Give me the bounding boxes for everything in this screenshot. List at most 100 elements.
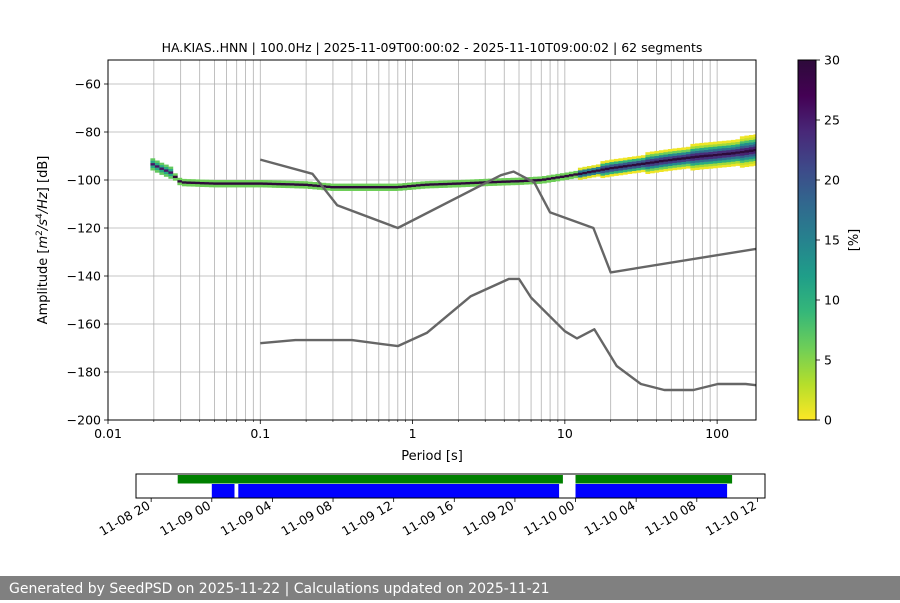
heatmap-cell (636, 163, 642, 166)
heatmap-cell (348, 186, 354, 189)
heatmap-cell (690, 143, 696, 147)
heatmap-cell (730, 149, 736, 153)
footer-bar: Generated by SeedPSD on 2025-11-22 | Cal… (0, 576, 900, 600)
heatmap-cell (487, 183, 493, 186)
heatmap-cell (159, 167, 165, 171)
heatmap-cell (730, 156, 736, 160)
heatmap-cell (492, 183, 498, 186)
timeline-tick-label: 11-08 20 (96, 498, 152, 539)
heatmap-cell (604, 174, 610, 178)
heatmap-cell (703, 149, 709, 153)
heatmap-cell (253, 182, 259, 185)
heatmap-cell (415, 184, 421, 187)
heatmap-cell (739, 153, 745, 156)
x-tick-label: 10 (557, 426, 573, 441)
heatmap-cell (730, 139, 736, 143)
heatmap-cell (240, 180, 246, 183)
heatmap-cell (708, 156, 714, 160)
heatmap-cell (690, 160, 696, 164)
heatmap-cell (649, 158, 655, 162)
heatmap-cell (244, 184, 250, 188)
heatmap-cell (667, 163, 673, 166)
heatmap-cell (208, 184, 214, 188)
heatmap-cell (748, 151, 754, 155)
heatmap-cell (600, 165, 606, 169)
heatmap-cell (402, 183, 408, 186)
heatmap-cell (411, 182, 417, 185)
heatmap-cell (667, 153, 673, 157)
heatmap-cell (343, 188, 349, 191)
heatmap-cell (217, 180, 223, 183)
heatmap-cell (267, 182, 273, 186)
heatmap-cell (708, 151, 714, 155)
heatmap-cell (600, 161, 606, 164)
heatmap-cell (253, 180, 259, 183)
heatmap-cell (645, 157, 651, 160)
heatmap-cell (627, 161, 633, 165)
heatmap-cell (352, 183, 358, 187)
heatmap-cell (663, 159, 669, 162)
timeline-tick-label: 11-09 04 (218, 498, 274, 539)
heatmap-cell (726, 154, 732, 158)
heatmap-cell (726, 159, 732, 163)
heatmap-cell (712, 144, 718, 147)
heatmap-cell (595, 169, 601, 172)
heatmap-cell (744, 147, 750, 151)
heatmap-cell (163, 174, 169, 177)
heatmap-cell (622, 169, 628, 173)
heatmap-cell (217, 182, 223, 185)
y-axis-ticks: −60 −80 −100 −120 −140 −160 −180 −200 (67, 77, 108, 428)
heatmap-cell (321, 182, 327, 186)
heatmap-cell (181, 178, 187, 182)
heatmap-cell (388, 183, 394, 187)
heatmap-cell (690, 158, 696, 161)
y-tick-label: −200 (67, 413, 101, 428)
footer-text: Generated by SeedPSD on 2025-11-22 | Cal… (9, 581, 550, 597)
psd-heatmap (150, 134, 756, 191)
heatmap-cell (703, 147, 709, 150)
heatmap-cell (708, 154, 714, 157)
heatmap-cell (627, 171, 633, 174)
heatmap-cell (519, 179, 525, 183)
heatmap-cell (226, 180, 232, 183)
heatmap-cell (681, 161, 687, 165)
heatmap-cell (546, 177, 552, 181)
heatmap-cell (748, 137, 754, 140)
heatmap-cell (357, 186, 363, 189)
heatmap-cell (685, 163, 691, 167)
heatmap-cell (703, 164, 709, 167)
heatmap-cell (712, 158, 718, 162)
heatmap-cell (510, 182, 516, 186)
heatmap-cell (748, 144, 754, 148)
heatmap-cell (258, 182, 264, 185)
heatmap-cell (631, 166, 637, 169)
heatmap-cell (469, 181, 475, 185)
heatmap-cell (181, 183, 187, 187)
heatmap-cell (595, 166, 601, 170)
heatmap-cell (550, 179, 556, 182)
heatmap-cell (514, 177, 520, 181)
heatmap-cell (658, 167, 664, 170)
heatmap-cell (694, 160, 700, 163)
heatmap-cell (379, 188, 385, 191)
heatmap-cell (721, 140, 727, 144)
heatmap-cell (631, 163, 637, 167)
heatmap-cell (712, 160, 718, 164)
heatmap-cell (226, 184, 232, 188)
heatmap-cell (703, 152, 709, 155)
heatmap-cell (735, 146, 741, 150)
heatmap-cell (609, 171, 615, 175)
heatmap-cell (721, 145, 727, 149)
heatmap-cell (591, 167, 597, 171)
colorbar-tick-label: 5 (824, 353, 832, 368)
heatmap-cell (739, 160, 745, 163)
heatmap-cell (663, 156, 669, 160)
heatmap-cell (730, 144, 736, 148)
heatmap-cell (667, 158, 673, 162)
heatmap-cell (402, 187, 408, 191)
heatmap-cell (654, 167, 660, 171)
heatmap-cell (159, 172, 165, 175)
heatmap-cell (280, 185, 286, 188)
heatmap-cell (735, 163, 741, 166)
heatmap-cell (442, 180, 448, 184)
